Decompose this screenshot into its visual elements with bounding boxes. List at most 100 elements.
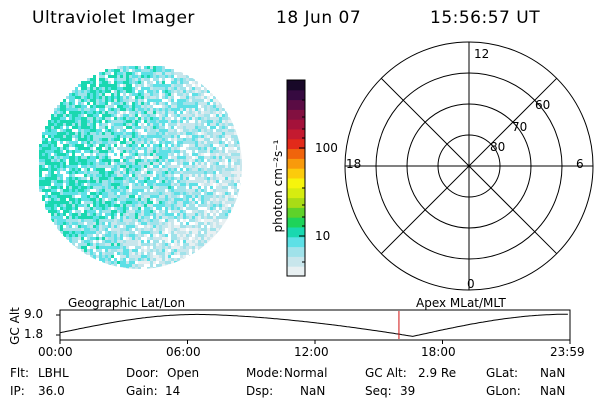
uv-pixel [165,138,168,141]
uv-pixel [135,132,138,135]
uv-pixel [72,123,75,126]
uv-pixel [78,117,81,120]
uv-pixel [231,174,234,177]
uv-pixel [138,228,141,231]
uv-pixel [69,213,72,216]
uv-pixel [156,144,159,147]
status-gcalt-key: GC Alt: [365,366,407,380]
uv-pixel [195,147,198,150]
uv-pixel [102,180,105,183]
uv-pixel [216,102,219,105]
uv-pixel [135,168,138,171]
uv-pixel [60,183,63,186]
uv-pixel [222,174,225,177]
uv-pixel [222,153,225,156]
uv-pixel [117,102,120,105]
uv-pixel [183,189,186,192]
uv-pixel [132,90,135,93]
uv-pixel [156,219,159,222]
uv-pixel [147,246,150,249]
uv-pixel [162,258,165,261]
uv-pixel [138,108,141,111]
uv-pixel [87,213,90,216]
uv-pixel [66,225,69,228]
uv-pixel [123,99,126,102]
uv-pixel [63,189,66,192]
uv-pixel [147,126,150,129]
uv-pixel [60,213,63,216]
uv-pixel [198,96,201,99]
uv-pixel [129,237,132,240]
uv-pixel [168,198,171,201]
uv-pixel [117,198,120,201]
uv-pixel [96,180,99,183]
uv-pixel [183,216,186,219]
uv-pixel [159,129,162,132]
uv-pixel [141,243,144,246]
uv-pixel [81,228,84,231]
uv-pixel [135,75,138,78]
uv-pixel [114,264,117,267]
uv-pixel [132,168,135,171]
uv-pixel [159,198,162,201]
uv-pixel [213,120,216,123]
uv-pixel [126,69,129,72]
uv-pixel [126,90,129,93]
uv-pixel [78,150,81,153]
uv-pixel [54,120,57,123]
uv-pixel [192,249,195,252]
uv-pixel [69,234,72,237]
uv-pixel [45,204,48,207]
uv-pixel [204,117,207,120]
uv-pixel [189,126,192,129]
uv-pixel [135,228,138,231]
uv-pixel [99,105,102,108]
uv-pixel [108,120,111,123]
uv-pixel [165,195,168,198]
uv-pixel [177,108,180,111]
uv-pixel [90,174,93,177]
uv-pixel [183,210,186,213]
uv-pixel [180,90,183,93]
uv-pixel [57,111,60,114]
uv-pixel [219,201,222,204]
uv-pixel [228,192,231,195]
uv-pixel [180,132,183,135]
uv-pixel [234,156,237,159]
uv-pixel [99,84,102,87]
uv-pixel [117,81,120,84]
uv-pixel [147,201,150,204]
uv-pixel [96,171,99,174]
uv-pixel [87,99,90,102]
uv-pixel [60,141,63,144]
uv-pixel [198,243,201,246]
uv-pixel [96,228,99,231]
uv-pixel [135,246,138,249]
uv-pixel [57,147,60,150]
uv-pixel [195,141,198,144]
uv-pixel [180,96,183,99]
uv-pixel [69,225,72,228]
uv-pixel [81,126,84,129]
uv-pixel [183,243,186,246]
uv-pixel [237,168,240,171]
uv-pixel [105,126,108,129]
uv-pixel [201,99,204,102]
uv-pixel [99,168,102,171]
uv-pixel [90,246,93,249]
uv-pixel [108,222,111,225]
uv-pixel [111,240,114,243]
uv-pixel [234,138,237,141]
uv-pixel [51,195,54,198]
uv-pixel [153,195,156,198]
uv-pixel [123,222,126,225]
uv-pixel [117,111,120,114]
uv-pixel [144,195,147,198]
uv-pixel [57,228,60,231]
uv-pixel [75,150,78,153]
uv-pixel [129,75,132,78]
uv-pixel [201,240,204,243]
uv-pixel [57,126,60,129]
uv-pixel [120,126,123,129]
uv-pixel [168,84,171,87]
